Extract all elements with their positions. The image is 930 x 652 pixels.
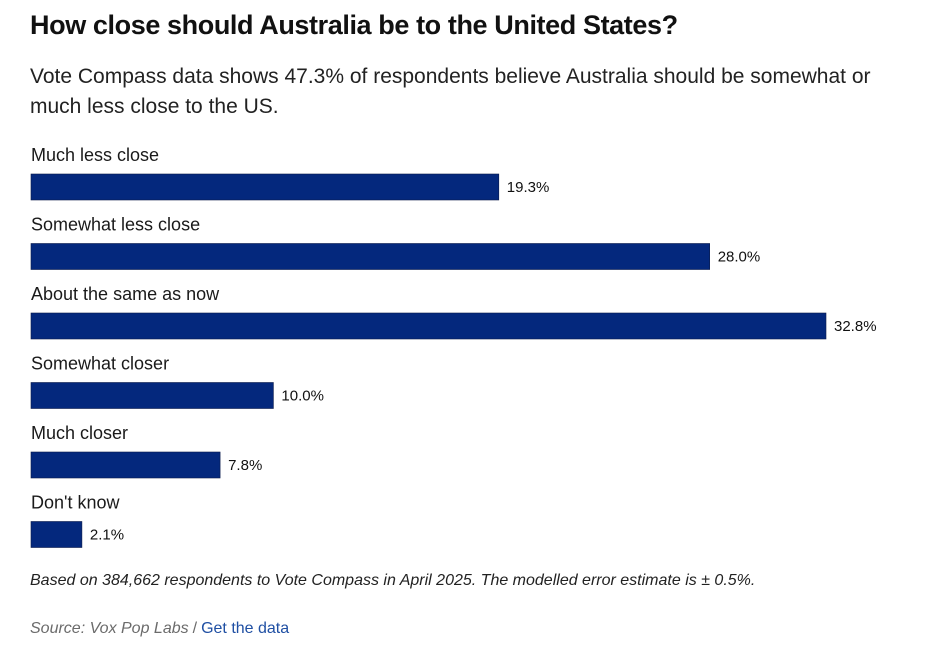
source-separator: / [192, 620, 198, 637]
bar [30, 382, 274, 409]
bar [30, 451, 221, 479]
value-label: 7.8% [228, 457, 262, 474]
chart-subtitle: Vote Compass data shows 47.3% of respond… [30, 65, 871, 118]
bar [30, 243, 711, 270]
bar-group-about-the-same-as-now: About the same as now 32.8% [30, 284, 877, 340]
bar-group-much-closer: Much closer 7.8% [30, 423, 262, 479]
category-label: Somewhat less close [31, 215, 200, 235]
bar-group-somewhat-less-close: Somewhat less close 28.0% [30, 215, 761, 270]
category-label: Much less close [31, 145, 159, 165]
bar-group-somewhat-closer: Somewhat closer 10.0% [30, 354, 324, 409]
category-label: About the same as now [31, 284, 220, 304]
source-text: Source: Vox Pop Labs [30, 620, 189, 637]
bar [30, 312, 827, 340]
methodology-note: Based on 384,662 respondents to Vote Com… [30, 572, 756, 589]
bar-chart: Much less close 19.3% Somewhat less close 2… [30, 145, 877, 548]
get-the-data-link[interactable]: Get the data [201, 620, 290, 637]
category-label: Much closer [31, 423, 128, 443]
bar-group-much-less-close: Much less close 19.3% [30, 145, 550, 201]
category-label: Don't know [31, 493, 120, 513]
value-label: 19.3% [507, 179, 550, 196]
bar [30, 173, 500, 201]
value-label: 32.8% [834, 318, 877, 335]
value-label: 2.1% [90, 527, 124, 544]
chart-title: How close should Australia be to the Uni… [30, 10, 678, 40]
bar [30, 521, 83, 548]
bar-group-don-t-know: Don't know 2.1% [30, 493, 124, 548]
source-line: Source: Vox Pop Labs / Get the data [30, 620, 289, 638]
category-label: Somewhat closer [31, 354, 169, 374]
value-label: 10.0% [281, 388, 324, 405]
value-label: 28.0% [718, 249, 761, 266]
